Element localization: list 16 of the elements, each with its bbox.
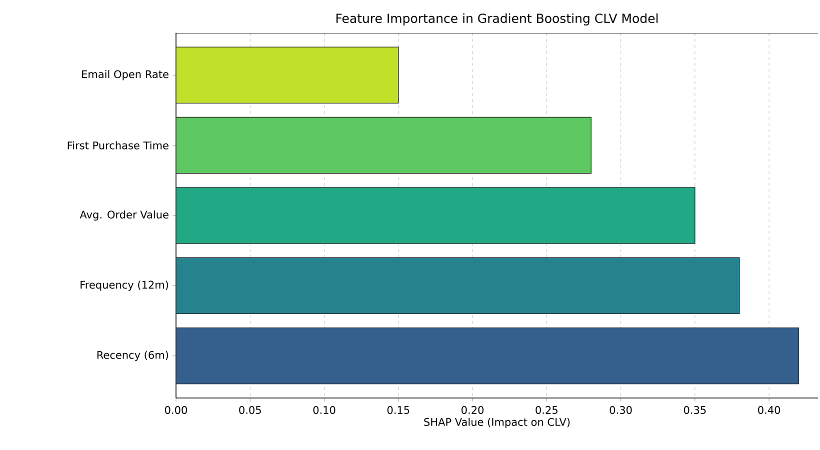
x-tick-label: 0.35: [684, 406, 706, 414]
y-tick-label: Recency (6m): [97, 350, 168, 361]
x-tick-label: 0.10: [313, 406, 336, 414]
y-tick-label: Avg. Order Value: [80, 210, 168, 221]
x-tick-label: 0.30: [610, 406, 632, 414]
x-tick-label: 0.05: [239, 406, 261, 414]
chart-title: Feature Importance in Gradient Boosting CLV Model: [336, 13, 658, 26]
x-axis-title: SHAP Value (Impact on CLV): [424, 418, 570, 428]
y-tick-label: Email Open Rate: [82, 70, 168, 80]
x-tick-label: 0.00: [165, 406, 187, 414]
y-tick-label: Frequency (12m): [80, 280, 168, 291]
y-tick-label: First Purchase Time: [68, 141, 168, 150]
x-tick-label: 0.20: [462, 406, 484, 414]
x-tick-label: 0.40: [758, 406, 780, 414]
x-tick-label: 0.25: [536, 406, 558, 414]
x-tick-label: 0.15: [387, 406, 410, 414]
